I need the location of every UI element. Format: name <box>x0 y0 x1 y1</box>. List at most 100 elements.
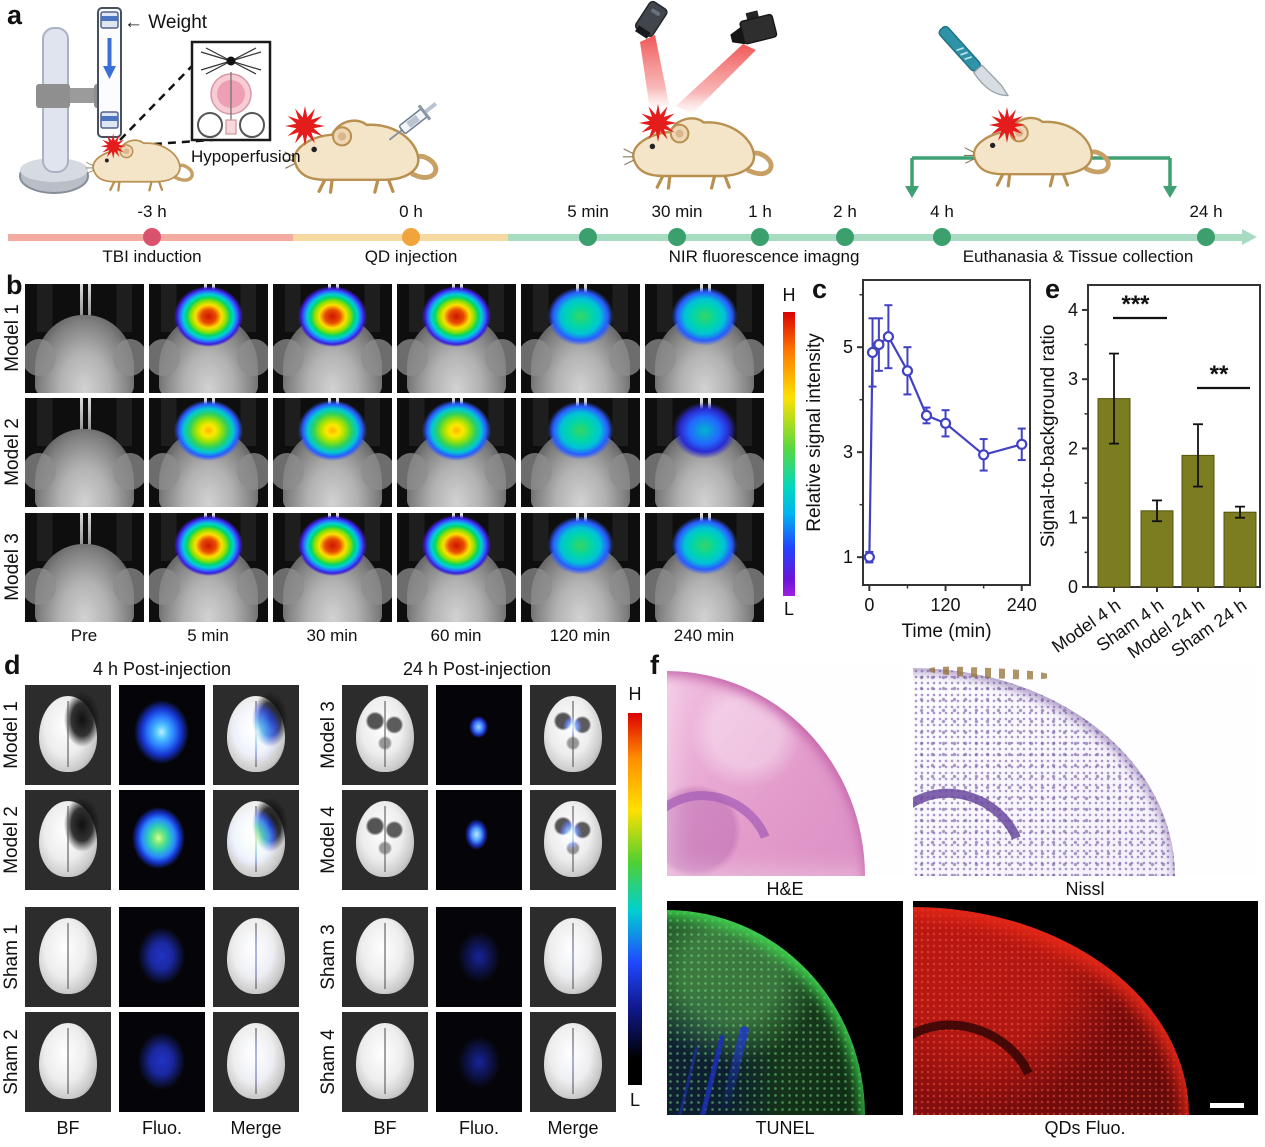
scale-bar <box>1210 1103 1244 1108</box>
data-point-marker <box>939 417 952 429</box>
y-tick-label: 5 <box>843 337 853 357</box>
brain-photo <box>355 696 415 772</box>
fluorescence-signal <box>562 716 582 738</box>
mouse-head-image <box>273 284 392 393</box>
fluorescence-signal <box>559 819 583 850</box>
fluorescence-signal <box>550 1035 596 1089</box>
timeline-phase-label: Euthanasia & Tissue collection <box>962 247 1194 266</box>
qds-fluo-image <box>913 901 1258 1115</box>
brain-merge-image <box>213 790 299 890</box>
brain-photo <box>38 1023 98 1099</box>
timeline-dot <box>1197 228 1215 246</box>
data-point-marker <box>882 331 894 343</box>
nissl-tissue <box>913 665 1176 876</box>
camera-icon <box>730 10 778 45</box>
brain-photo <box>355 918 415 994</box>
timeline-phase-label: QD injection <box>364 247 458 266</box>
panel-b-row-label: Model 3 <box>2 533 23 601</box>
fluorescence-signal <box>297 400 367 462</box>
mouse-head-image <box>645 398 764 507</box>
mouse-head <box>25 428 144 507</box>
plot-frame <box>1087 284 1261 588</box>
fluorescence-signal <box>550 930 596 984</box>
fluorescence-signal <box>545 400 615 462</box>
timeline-time-label: 1 h <box>748 202 772 221</box>
fluorescence-signal <box>131 807 186 869</box>
brain-fluo-image <box>436 685 522 785</box>
fluorescence-signal <box>669 515 739 577</box>
brain-bf-image <box>25 1012 111 1112</box>
x-axis-label: Time (min) <box>901 621 991 642</box>
panel-d-row-label: Model 1 <box>1 701 22 769</box>
timeline-time-label: 30 min <box>651 202 703 221</box>
timeline-segment <box>293 234 508 241</box>
he-label: H&E <box>766 879 804 899</box>
brain-bf-image <box>25 790 111 890</box>
colorbar-high-label: H <box>782 285 796 305</box>
brain-fluo-image <box>436 907 522 1007</box>
tunel-stain-image <box>667 901 903 1115</box>
brain-merge-image <box>530 790 616 890</box>
timeline-arrowhead <box>1242 229 1257 245</box>
brain-bf-image <box>342 685 428 785</box>
panel-b-row-label: Model 1 <box>2 304 23 372</box>
ear-bar <box>79 398 83 442</box>
panel-d-row-label: Model 2 <box>1 806 22 874</box>
brain-merge-image <box>530 1012 616 1112</box>
mouse-head-image <box>149 398 268 507</box>
fluorescence-signal <box>468 716 488 738</box>
brain-fluo-image <box>119 907 205 1007</box>
timeline-dot <box>668 228 686 246</box>
y-tick-label: 1 <box>843 547 853 567</box>
colorbar-low-label: L <box>629 1090 641 1110</box>
hypoperfusion-inset <box>190 40 272 142</box>
ear-bar <box>79 513 83 557</box>
timeline-dot <box>933 228 951 246</box>
y-tick-label: 2 <box>1068 438 1078 458</box>
fluorescence-signal <box>231 926 281 986</box>
fluorescence-signal <box>231 1031 281 1091</box>
fluorescence-signal <box>297 286 367 348</box>
panel-d-row-label: Sham 2 <box>1 1029 22 1095</box>
brain-photo <box>355 801 415 877</box>
timeline-dot <box>402 228 420 246</box>
brain-bf-image <box>342 907 428 1007</box>
brain-fluo-image <box>436 790 522 890</box>
laser-icon <box>634 0 668 39</box>
mouse-head-image <box>397 284 516 393</box>
panel-d-colorbar <box>628 713 642 1085</box>
mouse-head-image <box>397 513 516 622</box>
mouse-head-image <box>645 284 764 393</box>
timeline-phase-label: NIR fluorescence imagng <box>668 247 860 266</box>
timeline-time-label: 2 h <box>833 202 857 221</box>
fluorescence-signal <box>456 1035 502 1089</box>
fluorescence-signal <box>545 515 615 577</box>
fluorescence-signal <box>137 1031 187 1091</box>
timeline-phase-label: TBI induction <box>102 247 202 266</box>
timeline-time-label: 0 h <box>399 202 423 221</box>
mouse-head-image <box>149 284 268 393</box>
brain-merge-image <box>213 1012 299 1112</box>
panel-d-letter: d <box>4 650 21 680</box>
panel-d-group2-title: 24 h Post-injection <box>402 659 552 679</box>
mouse-head-image <box>397 398 516 507</box>
data-point-marker <box>920 409 933 422</box>
mouse-head-image <box>25 284 144 393</box>
mouse-head-image <box>273 513 392 622</box>
mouse-head-image <box>25 513 144 622</box>
qds-fluo-label: QDs Fluo. <box>1044 1118 1126 1138</box>
camera-beam <box>676 44 756 114</box>
fluorescence-signal <box>465 819 489 850</box>
panel-d-row-label: Model 4 <box>318 806 339 874</box>
mouse-head-image <box>149 513 268 622</box>
bar <box>1223 511 1257 588</box>
brain-photo <box>38 692 101 772</box>
y-axis-label: Relative signal intensity <box>804 333 825 532</box>
ear-bar <box>88 398 92 442</box>
fluorescence-signal <box>545 286 615 348</box>
bracket-arrowhead-right <box>1163 186 1177 198</box>
weight-arrow-icon: ← <box>124 12 143 33</box>
panel-d-col-label: Fluo. <box>458 1118 500 1138</box>
